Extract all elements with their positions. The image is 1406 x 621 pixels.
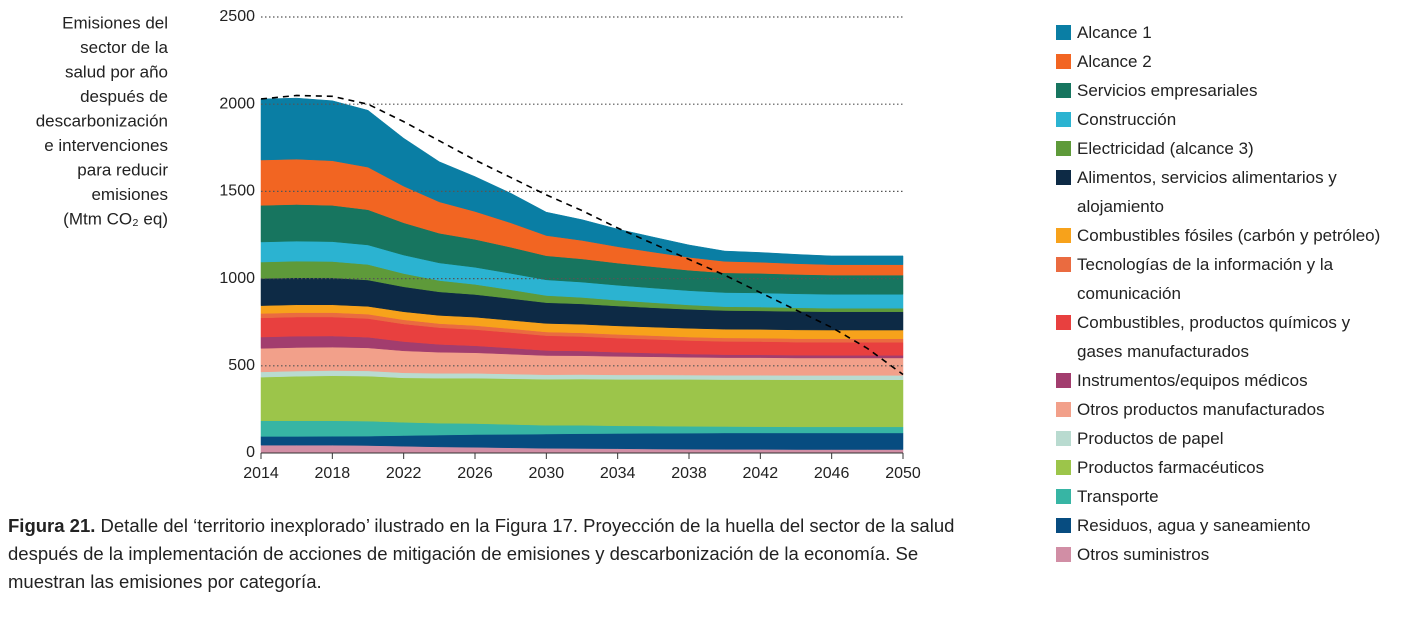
legend-swatch — [1056, 54, 1071, 69]
y-tick-label: 2000 — [219, 95, 255, 112]
legend-label: Alimentos, servicios alimentarios y aloj… — [1077, 168, 1337, 216]
x-tick-label: 2034 — [600, 465, 636, 482]
legend-swatch — [1056, 460, 1071, 475]
y-axis-label: descarbonización — [36, 111, 168, 130]
legend-label: Productos farmacéuticos — [1077, 458, 1265, 477]
x-tick-label: 2050 — [885, 465, 921, 482]
legend-label: Alcance 2 — [1077, 52, 1152, 71]
y-axis-label: e intervenciones — [44, 136, 168, 155]
legend-swatch — [1056, 170, 1071, 185]
legend-label: Otros productos manufacturados — [1077, 400, 1325, 419]
y-tick-label: 1000 — [219, 270, 255, 287]
y-tick-label: 0 — [246, 444, 255, 461]
y-axis-label: después de — [80, 87, 168, 106]
y-tick-label: 1500 — [219, 183, 255, 200]
legend-label: Transporte — [1077, 487, 1159, 506]
legend-swatch — [1056, 518, 1071, 533]
legend-label: Servicios empresariales — [1077, 81, 1258, 100]
legend-item: Servicios empresariales — [1056, 76, 1401, 105]
legend-item: Otros suministros — [1056, 540, 1401, 569]
x-tick-label: 2018 — [315, 465, 351, 482]
y-axis-label: emisiones — [91, 185, 168, 204]
x-tick-label: 2046 — [814, 465, 850, 482]
y-tick-label: 2500 — [219, 8, 255, 25]
y-axis-label: (Mtm CO₂ eq) — [63, 209, 168, 228]
legend-swatch — [1056, 315, 1071, 330]
legend-swatch — [1056, 547, 1071, 562]
caption-label: Figura 21. — [8, 515, 96, 536]
legend-swatch — [1056, 141, 1071, 156]
area — [260, 97, 904, 265]
x-tick-label: 2038 — [671, 465, 707, 482]
legend-label: Productos de papel — [1077, 429, 1224, 448]
legend-item: Productos de papel — [1056, 424, 1401, 453]
legend-label: Combustibles fósiles (carbón y petróleo) — [1077, 226, 1381, 245]
x-tick-label: 2014 — [243, 465, 279, 482]
legend-item: Electricidad (alcance 3) — [1056, 134, 1401, 163]
legend-swatch — [1056, 489, 1071, 504]
legend-label: Residuos, agua y saneamiento — [1077, 516, 1311, 535]
legend-label: Tecnologías de la información y la comun… — [1077, 255, 1334, 303]
legend-swatch — [1056, 25, 1071, 40]
legend-item: Transporte — [1056, 482, 1401, 511]
legend: Alcance 1 Alcance 2 Servicios empresariale… — [1056, 18, 1401, 569]
y-tick-label: 500 — [228, 357, 255, 374]
legend-item: Instrumentos/equipos médicos — [1056, 366, 1401, 395]
legend-item: Tecnologías de la información y la comun… — [1056, 250, 1401, 308]
x-tick-label: 2030 — [529, 465, 565, 482]
legend-swatch — [1056, 112, 1071, 127]
caption: Figura 21. Detalle del ‘territorio inexp… — [8, 512, 983, 596]
legend-swatch — [1056, 373, 1071, 388]
y-axis-label: para reducir — [77, 160, 168, 179]
x-tick-label: 2042 — [743, 465, 779, 482]
legend-label: Electricidad (alcance 3) — [1077, 139, 1254, 158]
legend-item: Alcance 1 — [1056, 18, 1401, 47]
legend-label: Otros suministros — [1077, 545, 1210, 564]
legend-item: Construcción — [1056, 105, 1401, 134]
x-tick-label: 2026 — [457, 465, 493, 482]
y-axis-label: Emisiones del — [62, 13, 168, 32]
y-axis-label: sector de la — [80, 38, 168, 57]
legend-label: Combustibles, productos químicos y gases… — [1077, 313, 1351, 361]
legend-swatch — [1056, 431, 1071, 446]
legend-item: Combustibles, productos químicos y gases… — [1056, 308, 1401, 366]
legend-item: Productos farmacéuticos — [1056, 453, 1401, 482]
legend-item: Alimentos, servicios alimentarios y aloj… — [1056, 163, 1401, 221]
y-axis-label: salud por año — [65, 62, 168, 81]
legend-swatch — [1056, 257, 1071, 272]
legend-item: Alcance 2 — [1056, 47, 1401, 76]
legend-swatch — [1056, 402, 1071, 417]
dashed-line — [260, 94, 904, 376]
legend-swatch — [1056, 228, 1071, 243]
legend-item: Residuos, agua y saneamiento — [1056, 511, 1401, 540]
legend-item: Otros productos manufacturados — [1056, 395, 1401, 424]
caption-text: Detalle del ‘territorio inexplorado’ ilu… — [8, 515, 955, 592]
legend-label: Construcción — [1077, 110, 1177, 129]
area — [260, 375, 904, 428]
legend-label: Instrumentos/equipos médicos — [1077, 371, 1308, 390]
legend-swatch — [1056, 83, 1071, 98]
x-tick-label: 2022 — [386, 465, 422, 482]
legend-label: Alcance 1 — [1077, 23, 1152, 42]
legend-item: Combustibles fósiles (carbón y petróleo) — [1056, 221, 1401, 250]
